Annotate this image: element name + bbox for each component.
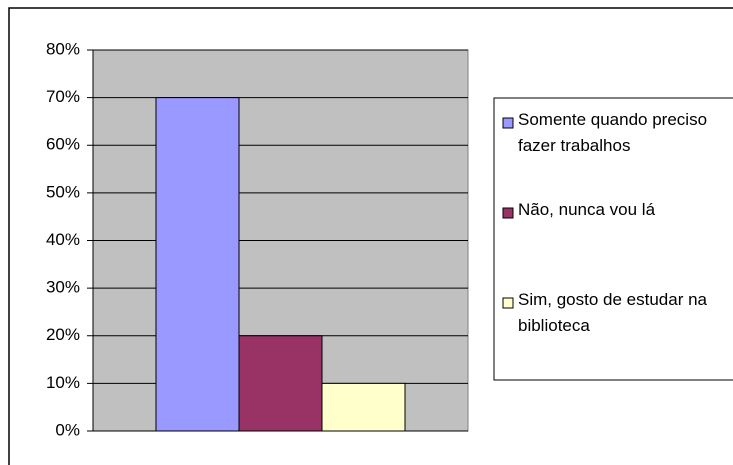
legend-box bbox=[493, 97, 733, 381]
y-tick-label: 40% bbox=[46, 230, 80, 249]
legend-swatch bbox=[502, 117, 514, 129]
legend-label: Somente quando preciso fazer trabalhos bbox=[518, 110, 708, 155]
y-tick-label: 30% bbox=[46, 278, 80, 297]
bar bbox=[155, 97, 240, 432]
legend-label: Sim, gosto de estudar na biblioteca bbox=[518, 290, 708, 335]
legend-swatch bbox=[502, 207, 514, 219]
legend-swatch bbox=[502, 297, 514, 309]
y-tick-label: 10% bbox=[46, 373, 80, 392]
y-tick-label: 70% bbox=[46, 87, 80, 106]
bar bbox=[321, 382, 406, 432]
legend-label: Não, nunca vou lá bbox=[518, 200, 656, 219]
y-tick-label: 60% bbox=[46, 135, 80, 154]
y-tick-label: 50% bbox=[46, 182, 80, 201]
bar bbox=[238, 335, 323, 432]
y-tick-label: 20% bbox=[46, 325, 80, 344]
y-tick-label: 80% bbox=[46, 39, 80, 58]
y-tick-label: 0% bbox=[55, 420, 80, 439]
